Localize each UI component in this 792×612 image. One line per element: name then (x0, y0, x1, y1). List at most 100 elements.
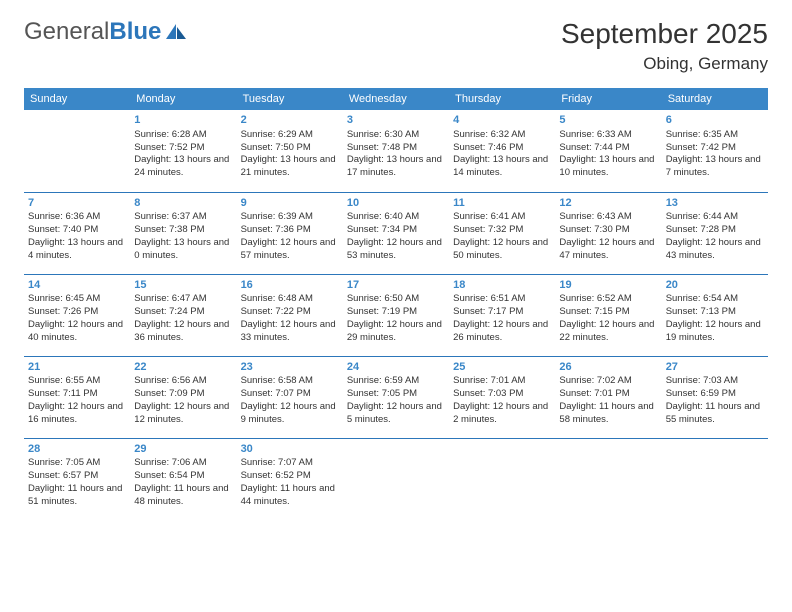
weekday-header: Tuesday (237, 88, 343, 110)
sunset-text: Sunset: 7:52 PM (134, 142, 232, 155)
daylight-text: Daylight: 13 hours and 10 minutes. (559, 154, 657, 180)
sunset-text: Sunset: 7:03 PM (453, 388, 551, 401)
calendar-day-cell: 13Sunrise: 6:44 AMSunset: 7:28 PMDayligh… (662, 192, 768, 274)
header: GeneralBlue September 2025 Obing, German… (24, 18, 768, 74)
sunrise-text: Sunrise: 6:29 AM (241, 129, 339, 142)
daylight-text: Daylight: 12 hours and 2 minutes. (453, 401, 551, 427)
day-number: 24 (347, 360, 445, 375)
day-number: 27 (666, 360, 764, 375)
sunset-text: Sunset: 7:46 PM (453, 142, 551, 155)
calendar-day-cell: 11Sunrise: 6:41 AMSunset: 7:32 PMDayligh… (449, 192, 555, 274)
sunset-text: Sunset: 6:59 PM (666, 388, 764, 401)
calendar-day-cell: 4Sunrise: 6:32 AMSunset: 7:46 PMDaylight… (449, 110, 555, 192)
sunset-text: Sunset: 7:13 PM (666, 306, 764, 319)
sunrise-text: Sunrise: 6:58 AM (241, 375, 339, 388)
day-number: 1 (134, 113, 232, 128)
daylight-text: Daylight: 12 hours and 22 minutes. (559, 319, 657, 345)
day-number: 17 (347, 278, 445, 293)
sunset-text: Sunset: 7:15 PM (559, 306, 657, 319)
sunrise-text: Sunrise: 6:32 AM (453, 129, 551, 142)
sunrise-text: Sunrise: 7:05 AM (28, 457, 126, 470)
day-number: 21 (28, 360, 126, 375)
calendar-empty-cell (555, 438, 661, 520)
sunset-text: Sunset: 7:34 PM (347, 224, 445, 237)
daylight-text: Daylight: 12 hours and 43 minutes. (666, 237, 764, 263)
day-number: 15 (134, 278, 232, 293)
calendar-day-cell: 29Sunrise: 7:06 AMSunset: 6:54 PMDayligh… (130, 438, 236, 520)
day-number: 2 (241, 113, 339, 128)
sunrise-text: Sunrise: 6:54 AM (666, 293, 764, 306)
calendar-day-cell: 2Sunrise: 6:29 AMSunset: 7:50 PMDaylight… (237, 110, 343, 192)
sunrise-text: Sunrise: 7:01 AM (453, 375, 551, 388)
sunrise-text: Sunrise: 7:06 AM (134, 457, 232, 470)
calendar-day-cell: 26Sunrise: 7:02 AMSunset: 7:01 PMDayligh… (555, 356, 661, 438)
daylight-text: Daylight: 12 hours and 33 minutes. (241, 319, 339, 345)
location: Obing, Germany (561, 54, 768, 74)
calendar-day-cell: 24Sunrise: 6:59 AMSunset: 7:05 PMDayligh… (343, 356, 449, 438)
calendar-day-cell: 27Sunrise: 7:03 AMSunset: 6:59 PMDayligh… (662, 356, 768, 438)
calendar-day-cell: 14Sunrise: 6:45 AMSunset: 7:26 PMDayligh… (24, 274, 130, 356)
daylight-text: Daylight: 13 hours and 4 minutes. (28, 237, 126, 263)
calendar-day-cell: 19Sunrise: 6:52 AMSunset: 7:15 PMDayligh… (555, 274, 661, 356)
calendar-day-cell: 18Sunrise: 6:51 AMSunset: 7:17 PMDayligh… (449, 274, 555, 356)
sunrise-text: Sunrise: 6:44 AM (666, 211, 764, 224)
weekday-header: Monday (130, 88, 236, 110)
sunset-text: Sunset: 6:54 PM (134, 470, 232, 483)
sunset-text: Sunset: 6:52 PM (241, 470, 339, 483)
sunset-text: Sunset: 7:11 PM (28, 388, 126, 401)
calendar-table: SundayMondayTuesdayWednesdayThursdayFrid… (24, 88, 768, 520)
logo-text-general: General (24, 18, 109, 45)
sunrise-text: Sunrise: 6:47 AM (134, 293, 232, 306)
sunrise-text: Sunrise: 6:41 AM (453, 211, 551, 224)
sunrise-text: Sunrise: 6:51 AM (453, 293, 551, 306)
calendar-day-cell: 12Sunrise: 6:43 AMSunset: 7:30 PMDayligh… (555, 192, 661, 274)
calendar-empty-cell (24, 110, 130, 192)
sunrise-text: Sunrise: 6:36 AM (28, 211, 126, 224)
weekday-header: Thursday (449, 88, 555, 110)
sunrise-text: Sunrise: 6:30 AM (347, 129, 445, 142)
sunset-text: Sunset: 7:30 PM (559, 224, 657, 237)
day-number: 4 (453, 113, 551, 128)
sunset-text: Sunset: 7:44 PM (559, 142, 657, 155)
sunset-text: Sunset: 6:57 PM (28, 470, 126, 483)
calendar-day-cell: 20Sunrise: 6:54 AMSunset: 7:13 PMDayligh… (662, 274, 768, 356)
calendar-day-cell: 30Sunrise: 7:07 AMSunset: 6:52 PMDayligh… (237, 438, 343, 520)
daylight-text: Daylight: 11 hours and 48 minutes. (134, 483, 232, 509)
sunrise-text: Sunrise: 6:40 AM (347, 211, 445, 224)
daylight-text: Daylight: 12 hours and 16 minutes. (28, 401, 126, 427)
daylight-text: Daylight: 12 hours and 47 minutes. (559, 237, 657, 263)
sunrise-text: Sunrise: 7:03 AM (666, 375, 764, 388)
day-number: 19 (559, 278, 657, 293)
daylight-text: Daylight: 13 hours and 0 minutes. (134, 237, 232, 263)
calendar-day-cell: 6Sunrise: 6:35 AMSunset: 7:42 PMDaylight… (662, 110, 768, 192)
weekday-header: Saturday (662, 88, 768, 110)
sunrise-text: Sunrise: 7:07 AM (241, 457, 339, 470)
daylight-text: Daylight: 11 hours and 44 minutes. (241, 483, 339, 509)
calendar-empty-cell (343, 438, 449, 520)
daylight-text: Daylight: 12 hours and 53 minutes. (347, 237, 445, 263)
sunrise-text: Sunrise: 6:48 AM (241, 293, 339, 306)
day-number: 5 (559, 113, 657, 128)
day-number: 9 (241, 196, 339, 211)
day-number: 6 (666, 113, 764, 128)
daylight-text: Daylight: 12 hours and 36 minutes. (134, 319, 232, 345)
sunrise-text: Sunrise: 6:35 AM (666, 129, 764, 142)
sunset-text: Sunset: 7:28 PM (666, 224, 764, 237)
calendar-day-cell: 22Sunrise: 6:56 AMSunset: 7:09 PMDayligh… (130, 356, 236, 438)
daylight-text: Daylight: 11 hours and 51 minutes. (28, 483, 126, 509)
day-number: 28 (28, 442, 126, 457)
calendar-day-cell: 15Sunrise: 6:47 AMSunset: 7:24 PMDayligh… (130, 274, 236, 356)
day-number: 22 (134, 360, 232, 375)
calendar-empty-cell (449, 438, 555, 520)
daylight-text: Daylight: 13 hours and 7 minutes. (666, 154, 764, 180)
sunset-text: Sunset: 7:07 PM (241, 388, 339, 401)
sail-icon (165, 23, 187, 41)
day-number: 20 (666, 278, 764, 293)
day-number: 11 (453, 196, 551, 211)
sunset-text: Sunset: 7:01 PM (559, 388, 657, 401)
day-number: 30 (241, 442, 339, 457)
calendar-week-row: 7Sunrise: 6:36 AMSunset: 7:40 PMDaylight… (24, 192, 768, 274)
daylight-text: Daylight: 12 hours and 29 minutes. (347, 319, 445, 345)
sunrise-text: Sunrise: 6:39 AM (241, 211, 339, 224)
daylight-text: Daylight: 12 hours and 19 minutes. (666, 319, 764, 345)
